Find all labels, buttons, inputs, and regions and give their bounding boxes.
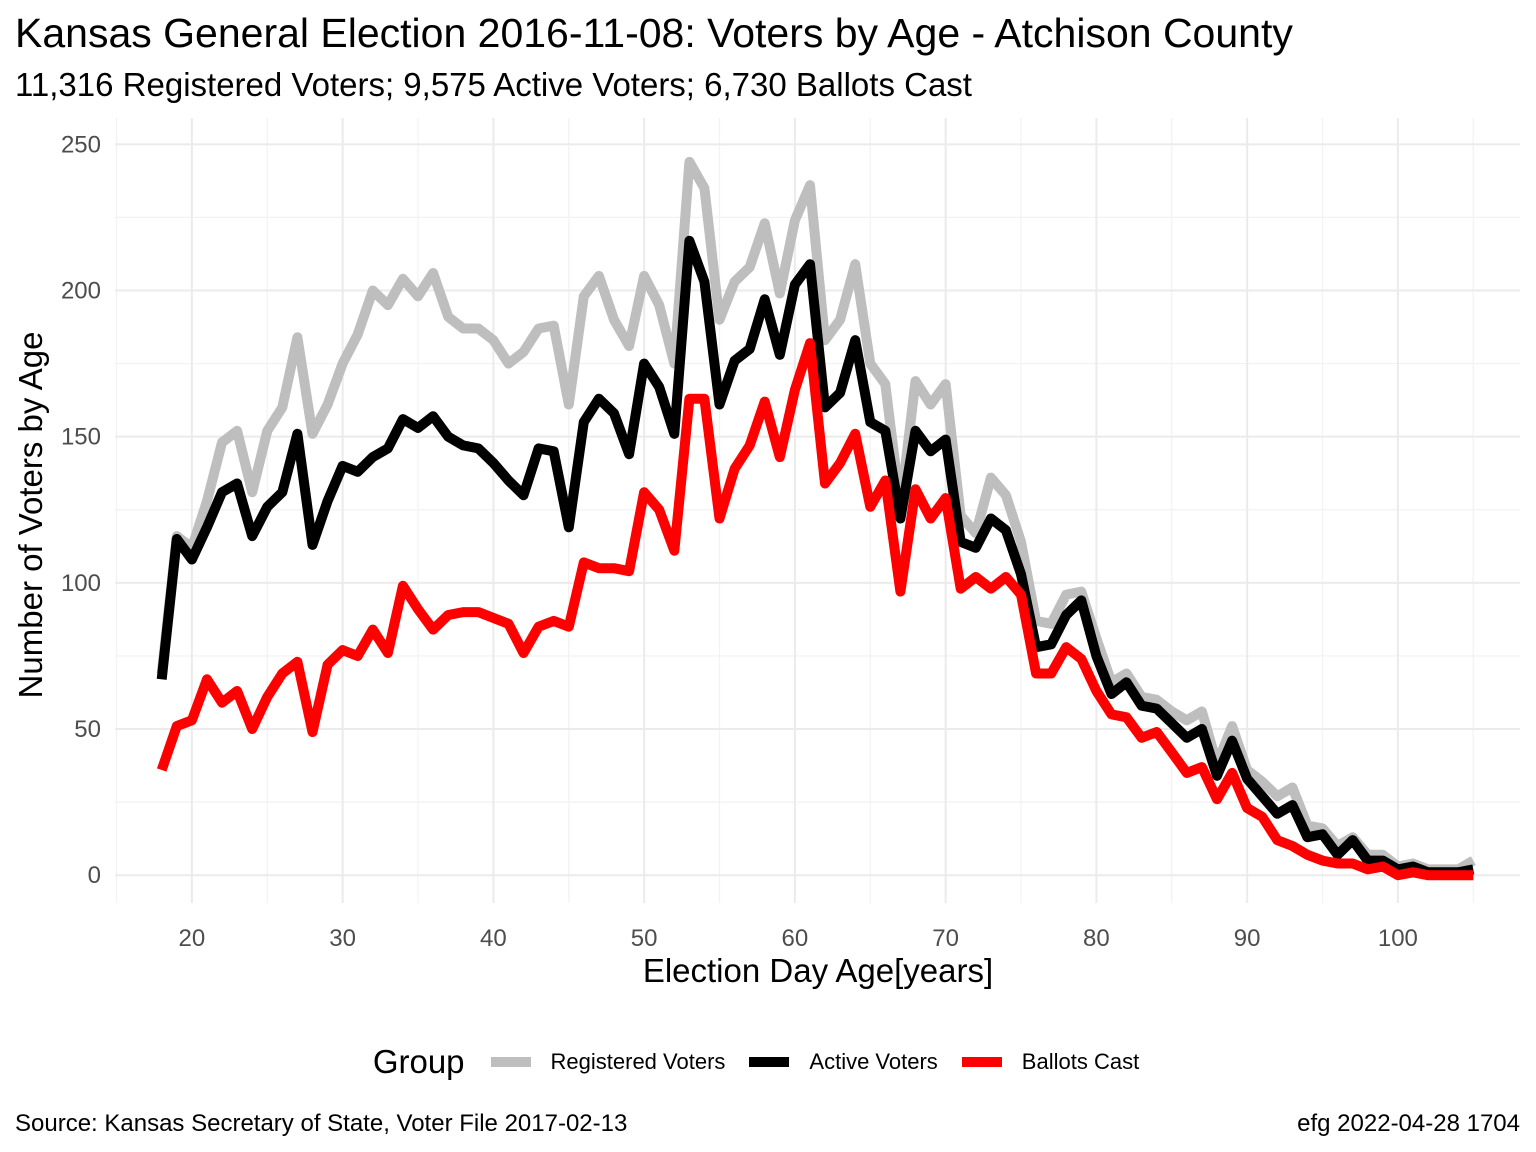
series-line-registered-voters <box>156 156 1476 875</box>
y-tick-label: 0 <box>88 862 101 889</box>
x-tick-label: 60 <box>782 925 809 952</box>
credit-caption: efg 2022-04-28 1704 <box>1297 1110 1520 1137</box>
series-lines <box>156 156 1476 881</box>
legend: Group Registered Voters Active Voters Ba… <box>0 1040 1536 1084</box>
y-tick-label: 150 <box>61 424 101 451</box>
x-tick-label: 40 <box>480 925 507 952</box>
y-axis-label: Number of Voters by Age <box>12 331 49 699</box>
legend-key-registered <box>490 1057 531 1067</box>
legend-label-ballots: Ballots Cast <box>1021 1049 1140 1074</box>
legend-key-ballots <box>961 1057 1002 1067</box>
source-caption: Source: Kansas Secretary of State, Voter… <box>15 1110 628 1137</box>
x-axis-label: Election Day Age[years] <box>642 952 994 989</box>
legend-item-ballots: Ballots Cast <box>961 1049 1140 1075</box>
legend-item-active: Active Voters <box>749 1049 938 1075</box>
x-tick-label: 90 <box>1234 925 1261 952</box>
y-tick-label: 100 <box>61 570 101 597</box>
y-tick-label: 200 <box>61 277 101 304</box>
y-tick-label: 250 <box>61 131 101 158</box>
legend-label-active: Active Voters <box>809 1049 938 1074</box>
tick-labels: 20 30 40 50 60 70 80 90 100 0 50 100 150 200 250 <box>61 131 1418 952</box>
legend-label-registered: Registered Voters <box>550 1049 726 1074</box>
x-tick-label: 50 <box>631 925 658 952</box>
series-line-active-voters <box>156 235 1475 878</box>
chart-title: Kansas General Election 2016-11-08: Vote… <box>15 10 1293 56</box>
legend-item-registered: Registered Voters <box>490 1049 726 1075</box>
legend-key-active <box>749 1057 790 1067</box>
x-tick-label: 100 <box>1378 925 1418 952</box>
x-tick-label: 70 <box>932 925 959 952</box>
legend-title: Group <box>372 1043 465 1080</box>
chart-subtitle: 11,316 Registered Voters; 9,575 Active V… <box>15 66 972 103</box>
x-tick-label: 80 <box>1083 925 1110 952</box>
y-tick-label: 50 <box>74 716 101 743</box>
series-line-ballots-cast <box>156 338 1474 881</box>
x-tick-label: 30 <box>329 925 356 952</box>
x-tick-label: 20 <box>179 925 206 952</box>
